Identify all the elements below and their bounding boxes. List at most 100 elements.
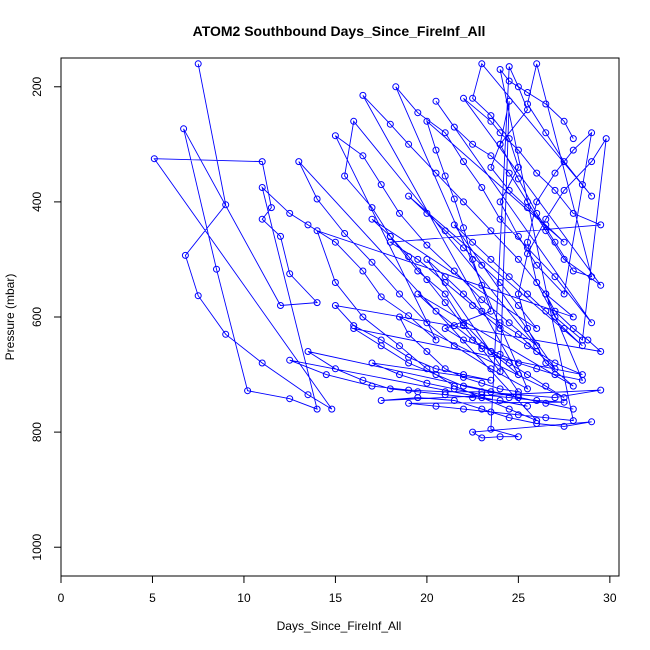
data-point [514, 163, 522, 171]
data-point [450, 123, 458, 131]
data-point [194, 292, 202, 300]
data-point [542, 307, 550, 315]
chart-title: ATOM2 Southbound Days_Since_FireInf_All [193, 23, 486, 39]
data-point [258, 215, 266, 223]
data-point [487, 307, 495, 315]
data-point [441, 290, 449, 298]
data-point [524, 204, 531, 212]
data-point [514, 330, 522, 338]
data-point [514, 391, 522, 399]
data-point [396, 342, 403, 350]
data-point [588, 129, 596, 137]
data-point [213, 265, 220, 273]
data-point [569, 405, 577, 413]
data-point [478, 388, 486, 396]
data-point [542, 290, 550, 298]
data-point [560, 117, 568, 125]
data-point [533, 198, 541, 206]
x-tick-label: 25 [512, 591, 526, 605]
data-point [386, 232, 394, 240]
data-point [487, 365, 495, 373]
data-point [514, 359, 522, 367]
x-axis: 0 5 10 15 20 25 30 [58, 575, 617, 605]
data-point [578, 376, 586, 384]
data-point [505, 186, 513, 194]
data-point [322, 371, 330, 379]
x-axis-label: Days_Since_FireInf_All [277, 619, 402, 633]
data-point [331, 302, 339, 309]
data-point [560, 422, 568, 430]
series-line [153, 62, 607, 439]
data-point [496, 350, 504, 358]
data-point [286, 209, 294, 217]
data-point [450, 385, 458, 393]
data-point [423, 117, 431, 125]
data-point [423, 241, 431, 249]
data-point [450, 397, 458, 404]
data-point [496, 319, 504, 327]
data-point [578, 342, 586, 350]
data-point [533, 417, 541, 425]
data-point [441, 172, 449, 180]
data-point [478, 261, 486, 269]
data-point [487, 227, 495, 235]
data-point [423, 209, 431, 217]
data-point [514, 175, 522, 183]
data-point [392, 83, 400, 91]
data-point [258, 359, 266, 367]
data-point [496, 198, 504, 206]
data-point [396, 290, 403, 298]
data-point [569, 146, 577, 154]
data-point [405, 353, 413, 361]
data-layer [150, 60, 610, 442]
data-point [460, 322, 467, 330]
data-point [450, 342, 458, 350]
data-point [533, 397, 541, 404]
data-point [514, 302, 522, 309]
data-point [450, 195, 458, 203]
data-point [524, 325, 531, 332]
data-point [478, 184, 486, 191]
data-point [405, 330, 413, 338]
data-point [569, 267, 577, 275]
plot-frame [60, 57, 620, 577]
data-point [505, 169, 513, 177]
data-point [478, 281, 486, 289]
data-point [487, 376, 495, 384]
data-point [505, 77, 513, 85]
data-point [505, 359, 513, 367]
data-point [588, 273, 596, 281]
data-point [277, 302, 284, 309]
data-point [313, 195, 321, 203]
data-point [569, 382, 577, 390]
data-point [460, 224, 467, 232]
data-point [487, 152, 495, 160]
data-point [505, 319, 513, 327]
data-point [542, 382, 550, 390]
data-point [423, 365, 431, 373]
data-point [551, 307, 559, 315]
data-point [304, 391, 312, 399]
data-point [496, 279, 504, 286]
data-point [496, 397, 504, 404]
data-point [560, 394, 568, 402]
data-point [441, 391, 449, 399]
data-point [286, 270, 294, 278]
data-point [524, 342, 531, 350]
data-point [478, 60, 486, 68]
data-point [359, 152, 367, 160]
x-tick-label: 15 [329, 591, 343, 605]
data-point [414, 255, 422, 263]
data-point [377, 293, 385, 301]
data-point [432, 336, 440, 344]
y-tick-label: 800 [30, 422, 44, 442]
data-point [505, 414, 513, 422]
data-point [469, 336, 477, 344]
x-tick-label: 10 [237, 591, 251, 605]
data-point [194, 60, 202, 68]
data-point [313, 227, 321, 235]
data-point [469, 394, 477, 402]
data-point [588, 319, 596, 327]
data-point [551, 186, 559, 194]
